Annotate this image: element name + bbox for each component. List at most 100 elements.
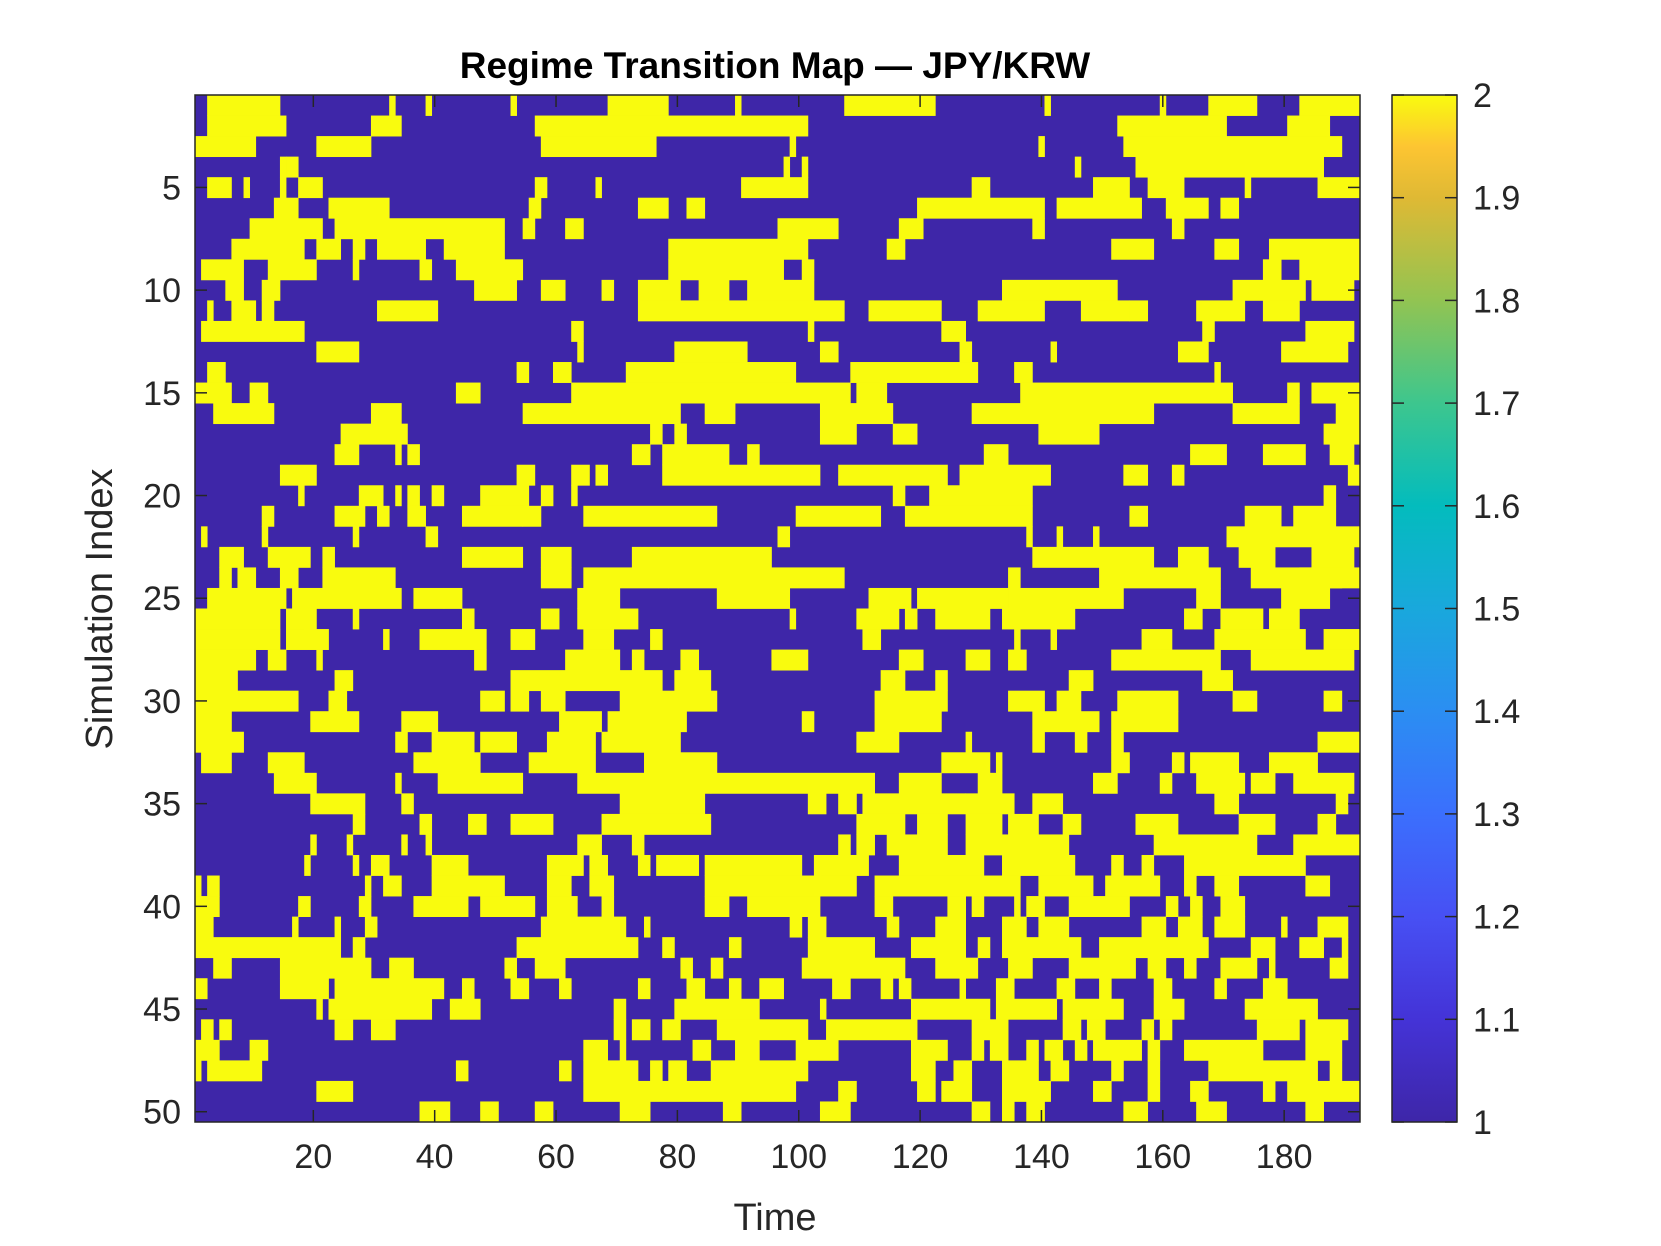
regime-2-cell: [1153, 998, 1185, 1020]
regime-2-cell: [413, 587, 445, 609]
regime-2-cell: [1184, 608, 1203, 630]
regime-2-cell: [1147, 1060, 1161, 1082]
regime-2-cell: [838, 834, 851, 856]
x-tick-label: 40: [416, 1138, 454, 1176]
regime-2-cell: [419, 813, 433, 835]
regime-2-cell: [1226, 526, 1312, 548]
regime-2-cell: [195, 937, 342, 959]
regime-2-cell: [1250, 772, 1276, 794]
regime-2-cell: [1141, 629, 1173, 650]
regime-2-cell: [1093, 772, 1118, 794]
regime-2-cell: [474, 649, 487, 671]
regime-2-cell: [819, 875, 857, 897]
regime-2-cell: [352, 608, 360, 630]
regime-2-cell: [534, 1101, 554, 1123]
regime-2-cell: [1056, 197, 1142, 219]
regime-2-cell: [316, 341, 360, 363]
regime-2-cell: [1232, 403, 1300, 425]
regime-2-cell: [686, 978, 706, 1000]
regime-2-cell: [540, 567, 572, 589]
regime-2-cell: [1196, 300, 1246, 322]
regime-2-cell: [1026, 526, 1033, 548]
y-tick-label: 15: [143, 375, 181, 413]
regime-2-cell: [1002, 854, 1076, 876]
regime-2-cell: [207, 300, 214, 322]
y-tick-label: 20: [143, 478, 181, 516]
regime-2-cell: [195, 1039, 220, 1061]
regime-2-cell: [898, 978, 912, 1000]
regime-2-cell: [662, 444, 730, 466]
regime-2-cell: [1250, 649, 1355, 671]
regime-2-cell: [195, 608, 281, 630]
regime-2-cell: [1153, 978, 1173, 1000]
regime-2-cell: [267, 259, 317, 281]
regime-2-cell: [819, 423, 857, 445]
regime-2-cell: [546, 896, 578, 917]
regime-2-cell: [741, 177, 809, 199]
x-tick-label: 80: [658, 1138, 696, 1176]
regime-2-cell: [316, 136, 372, 158]
regime-2-cell: [201, 752, 232, 774]
regime-2-cell: [631, 649, 645, 671]
regime-2-cell: [1293, 505, 1337, 527]
regime-2-cell: [1184, 854, 1306, 876]
regime-2-cell: [619, 1039, 627, 1061]
regime-2-cell: [565, 649, 621, 671]
regime-2-cell: [965, 793, 1015, 815]
regime-2-cell: [195, 629, 281, 650]
regime-2-cell: [674, 998, 760, 1020]
regime-2-cell: [583, 629, 615, 650]
regime-2-cell: [862, 793, 966, 815]
y-axis-label: Simulation Index: [79, 469, 121, 750]
regime-2-cell: [1220, 896, 1246, 917]
regime-2-cell: [910, 1060, 936, 1082]
regime-2-cell: [1135, 813, 1179, 835]
regime-2-cell: [546, 875, 572, 897]
regime-2-cell: [298, 177, 323, 199]
regime-2-cell: [844, 95, 936, 116]
regime-2-cell: [935, 916, 966, 938]
regime-2-cell: [455, 382, 481, 404]
regime-2-cell: [1262, 978, 1288, 1000]
regime-2-cell: [619, 793, 706, 815]
regime-2-cell: [1347, 464, 1361, 486]
regime-2-cell: [461, 608, 475, 630]
regime-2-cell: [207, 115, 287, 137]
regime-2-cell: [407, 444, 420, 466]
regime-2-cell: [1305, 1101, 1324, 1123]
regime-2-cell: [601, 813, 712, 835]
regime-2-cell: [1214, 238, 1240, 260]
regime-2-cell: [935, 670, 948, 692]
regime-2-cell: [328, 998, 342, 1020]
regime-2-cell: [516, 362, 530, 383]
regime-2-cell: [1317, 916, 1349, 938]
regime-2-cell: [565, 218, 584, 240]
regime-2-cell: [971, 896, 985, 917]
regime-2-cell: [1147, 1039, 1161, 1061]
regime-2-cell: [334, 916, 342, 938]
regime-2-cell: [1141, 916, 1167, 938]
regime-2-cell: [1262, 300, 1300, 322]
regime-2-cell: [868, 300, 942, 322]
regime-2-cell: [1099, 978, 1112, 1000]
regime-2-cell: [340, 998, 433, 1020]
regime-2-cell: [1281, 341, 1349, 363]
regime-2-cell: [1323, 690, 1343, 712]
regime-2-cell: [1305, 320, 1355, 342]
regime-2-cell: [807, 937, 875, 959]
regime-2-cell: [1202, 670, 1233, 692]
regime-2-cell: [1002, 608, 1076, 630]
regime-2-cell: [880, 670, 906, 692]
regime-2-cell: [1184, 875, 1197, 897]
regime-2-cell: [261, 300, 275, 322]
regime-2-cell: [801, 156, 809, 178]
regime-2-cell: [904, 608, 918, 630]
regime-2-cell: [1287, 382, 1300, 404]
regime-2-cell: [868, 587, 912, 609]
regime-2-cell: [480, 1101, 499, 1123]
regime-2-cell: [195, 690, 299, 712]
regime-2-cell: [207, 362, 226, 383]
regime-2-cell: [571, 320, 584, 342]
regime-2-cell: [1335, 403, 1361, 425]
regime-2-cell: [1056, 978, 1076, 1000]
